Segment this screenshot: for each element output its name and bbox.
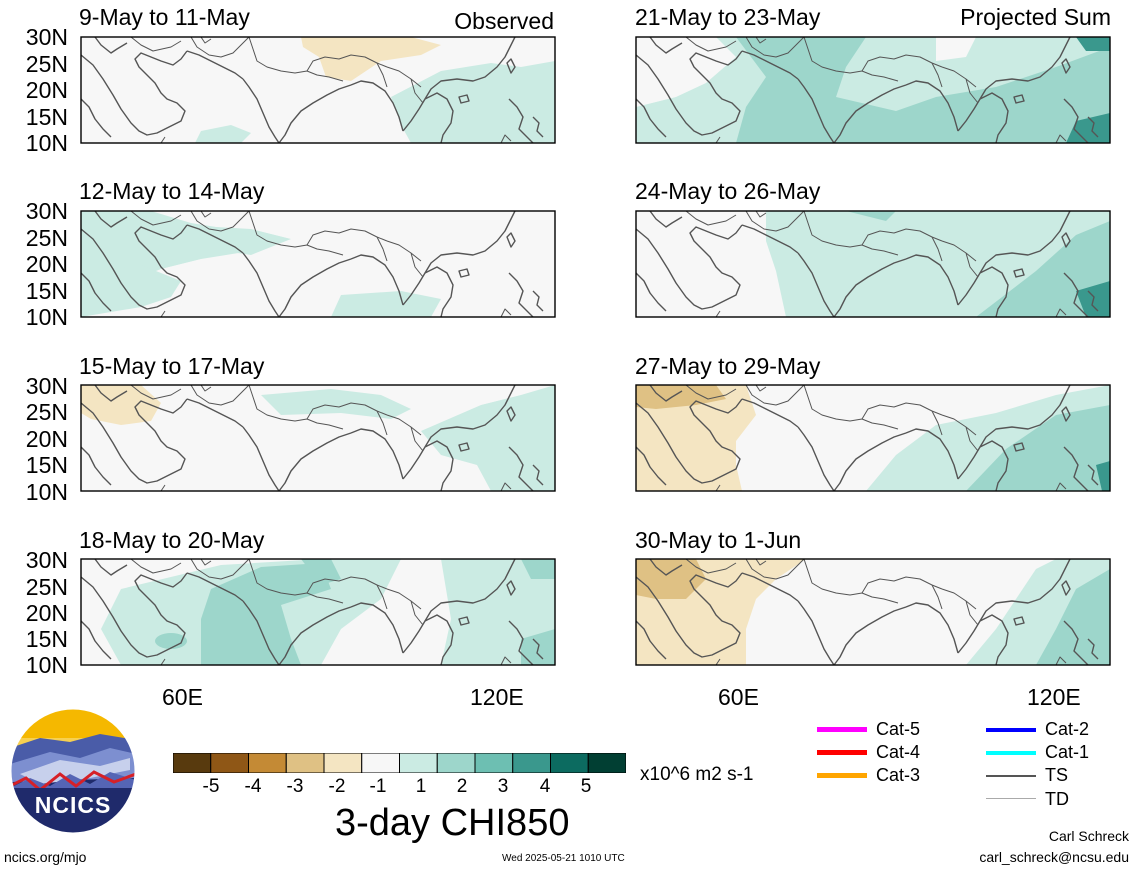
lat-label: 25N xyxy=(25,399,68,425)
colorbar-tick-label: 3 xyxy=(497,776,509,797)
legend-label-cat4: Cat-4 xyxy=(876,742,921,762)
colorbar-tick-label: -4 xyxy=(244,776,262,797)
legend-label-cat2: Cat-2 xyxy=(1045,719,1090,739)
panel-title-6: 24-May to 26-May xyxy=(635,178,821,204)
ncics-logo: NCICS xyxy=(10,708,136,834)
lat-label: 10N xyxy=(25,304,68,330)
colorbar-swatch xyxy=(587,752,627,774)
lon-label-120e-right: 120E xyxy=(1027,684,1081,710)
map-panel-3 xyxy=(80,384,556,492)
colorbar xyxy=(172,752,627,774)
legend-line-cat4 xyxy=(817,750,867,755)
ncics-logo-graphic xyxy=(10,708,136,834)
lat-label: 30N xyxy=(25,373,68,399)
panel-title-7: 27-May to 29-May xyxy=(635,353,821,379)
colorbar-swatch xyxy=(323,752,363,774)
colorbar-units: x10^6 m2 s-1 xyxy=(640,764,754,785)
lat-label: 20N xyxy=(25,251,68,277)
footer-site-link[interactable]: ncics.org/mjo xyxy=(4,849,87,865)
logo-text: NCICS xyxy=(34,792,112,818)
lat-label: 10N xyxy=(25,479,68,505)
panel-title-3: 15-May to 17-May xyxy=(79,353,265,379)
panel-title-2: 12-May to 14-May xyxy=(79,178,265,204)
colorbar-tick-label: -1 xyxy=(369,776,387,797)
lat-label: 15N xyxy=(25,104,68,130)
footer-author: Carl Schreck xyxy=(1048,828,1129,844)
lon-label-120e-left: 120E xyxy=(470,684,524,710)
lat-label: 25N xyxy=(25,51,68,77)
map-panel-1 xyxy=(80,36,556,144)
footer-timestamp: Wed 2025-05-21 1010 UTC xyxy=(502,853,625,864)
panel-tag-projected: Projected Sum xyxy=(960,4,1111,30)
lat-label: 30N xyxy=(25,198,68,224)
lat-label: 15N xyxy=(25,278,68,304)
legend-label-cat5: Cat-5 xyxy=(876,719,921,739)
panel-title-5: 21-May to 23-May xyxy=(635,4,821,30)
panel-title-1: 9-May to 11-May xyxy=(79,4,250,30)
lat-label: 25N xyxy=(25,574,68,600)
legend-line-td xyxy=(986,798,1036,799)
colorbar-tick-label: -5 xyxy=(202,776,220,797)
colorbar-tick-label: -2 xyxy=(328,776,346,797)
legend-label-cat3: Cat-3 xyxy=(876,765,921,785)
lat-label: 20N xyxy=(25,77,68,103)
legend-label-td: TD xyxy=(1045,789,1069,809)
colorbar-tick-label: -3 xyxy=(286,776,304,797)
panel-title-8: 30-May to 1-Jun xyxy=(635,527,802,553)
colorbar-tick-label: 5 xyxy=(580,776,592,797)
map-panel-7 xyxy=(635,384,1111,492)
lat-label: 30N xyxy=(25,547,68,573)
lon-label-60e-right: 60E xyxy=(718,684,759,710)
lon-label-60e-left: 60E xyxy=(162,684,203,710)
colorbar-swatch xyxy=(172,752,212,774)
lat-label: 25N xyxy=(25,225,68,251)
legend-line-cat3 xyxy=(817,773,867,778)
colorbar-swatch xyxy=(512,752,551,774)
colorbar-tick-label: 1 xyxy=(415,776,427,797)
legend-label-cat1: Cat-1 xyxy=(1045,742,1090,762)
colorbar-tick-label: 4 xyxy=(539,776,551,797)
panel-title-4: 18-May to 20-May xyxy=(79,527,265,553)
lat-label: 20N xyxy=(25,426,68,452)
legend-label-ts: TS xyxy=(1045,765,1069,785)
lat-label: 10N xyxy=(25,652,68,678)
map-panel-5 xyxy=(635,36,1111,144)
colorbar-swatch xyxy=(436,752,476,774)
colorbar-swatch xyxy=(474,752,514,774)
lat-label: 15N xyxy=(25,452,68,478)
plot-title: 3-day CHI850 xyxy=(335,802,570,844)
colorbar-swatch xyxy=(210,752,249,774)
lat-label: 20N xyxy=(25,600,68,626)
colorbar-tick-label: 2 xyxy=(456,776,468,797)
legend-line-cat5 xyxy=(817,727,867,732)
map-panel-4 xyxy=(80,558,556,666)
colorbar-swatch xyxy=(361,752,400,774)
legend-line-cat2 xyxy=(986,728,1036,732)
panel-tag-observed: Observed xyxy=(454,8,554,34)
legend-line-cat1 xyxy=(986,751,1036,755)
map-panel-6 xyxy=(635,210,1111,318)
legend-line-ts xyxy=(986,775,1036,777)
lat-label: 15N xyxy=(25,626,68,652)
map-panel-2 xyxy=(80,210,556,318)
colorbar-swatch xyxy=(399,752,438,774)
colorbar-swatch xyxy=(248,752,287,774)
lat-label: 30N xyxy=(25,24,68,50)
footer-email[interactable]: carl_schreck@ncsu.edu xyxy=(979,849,1129,865)
colorbar-swatch xyxy=(550,752,589,774)
lat-label: 10N xyxy=(25,130,68,156)
map-panel-8 xyxy=(635,558,1111,666)
colorbar-swatches xyxy=(172,752,627,774)
colorbar-swatch xyxy=(285,752,325,774)
